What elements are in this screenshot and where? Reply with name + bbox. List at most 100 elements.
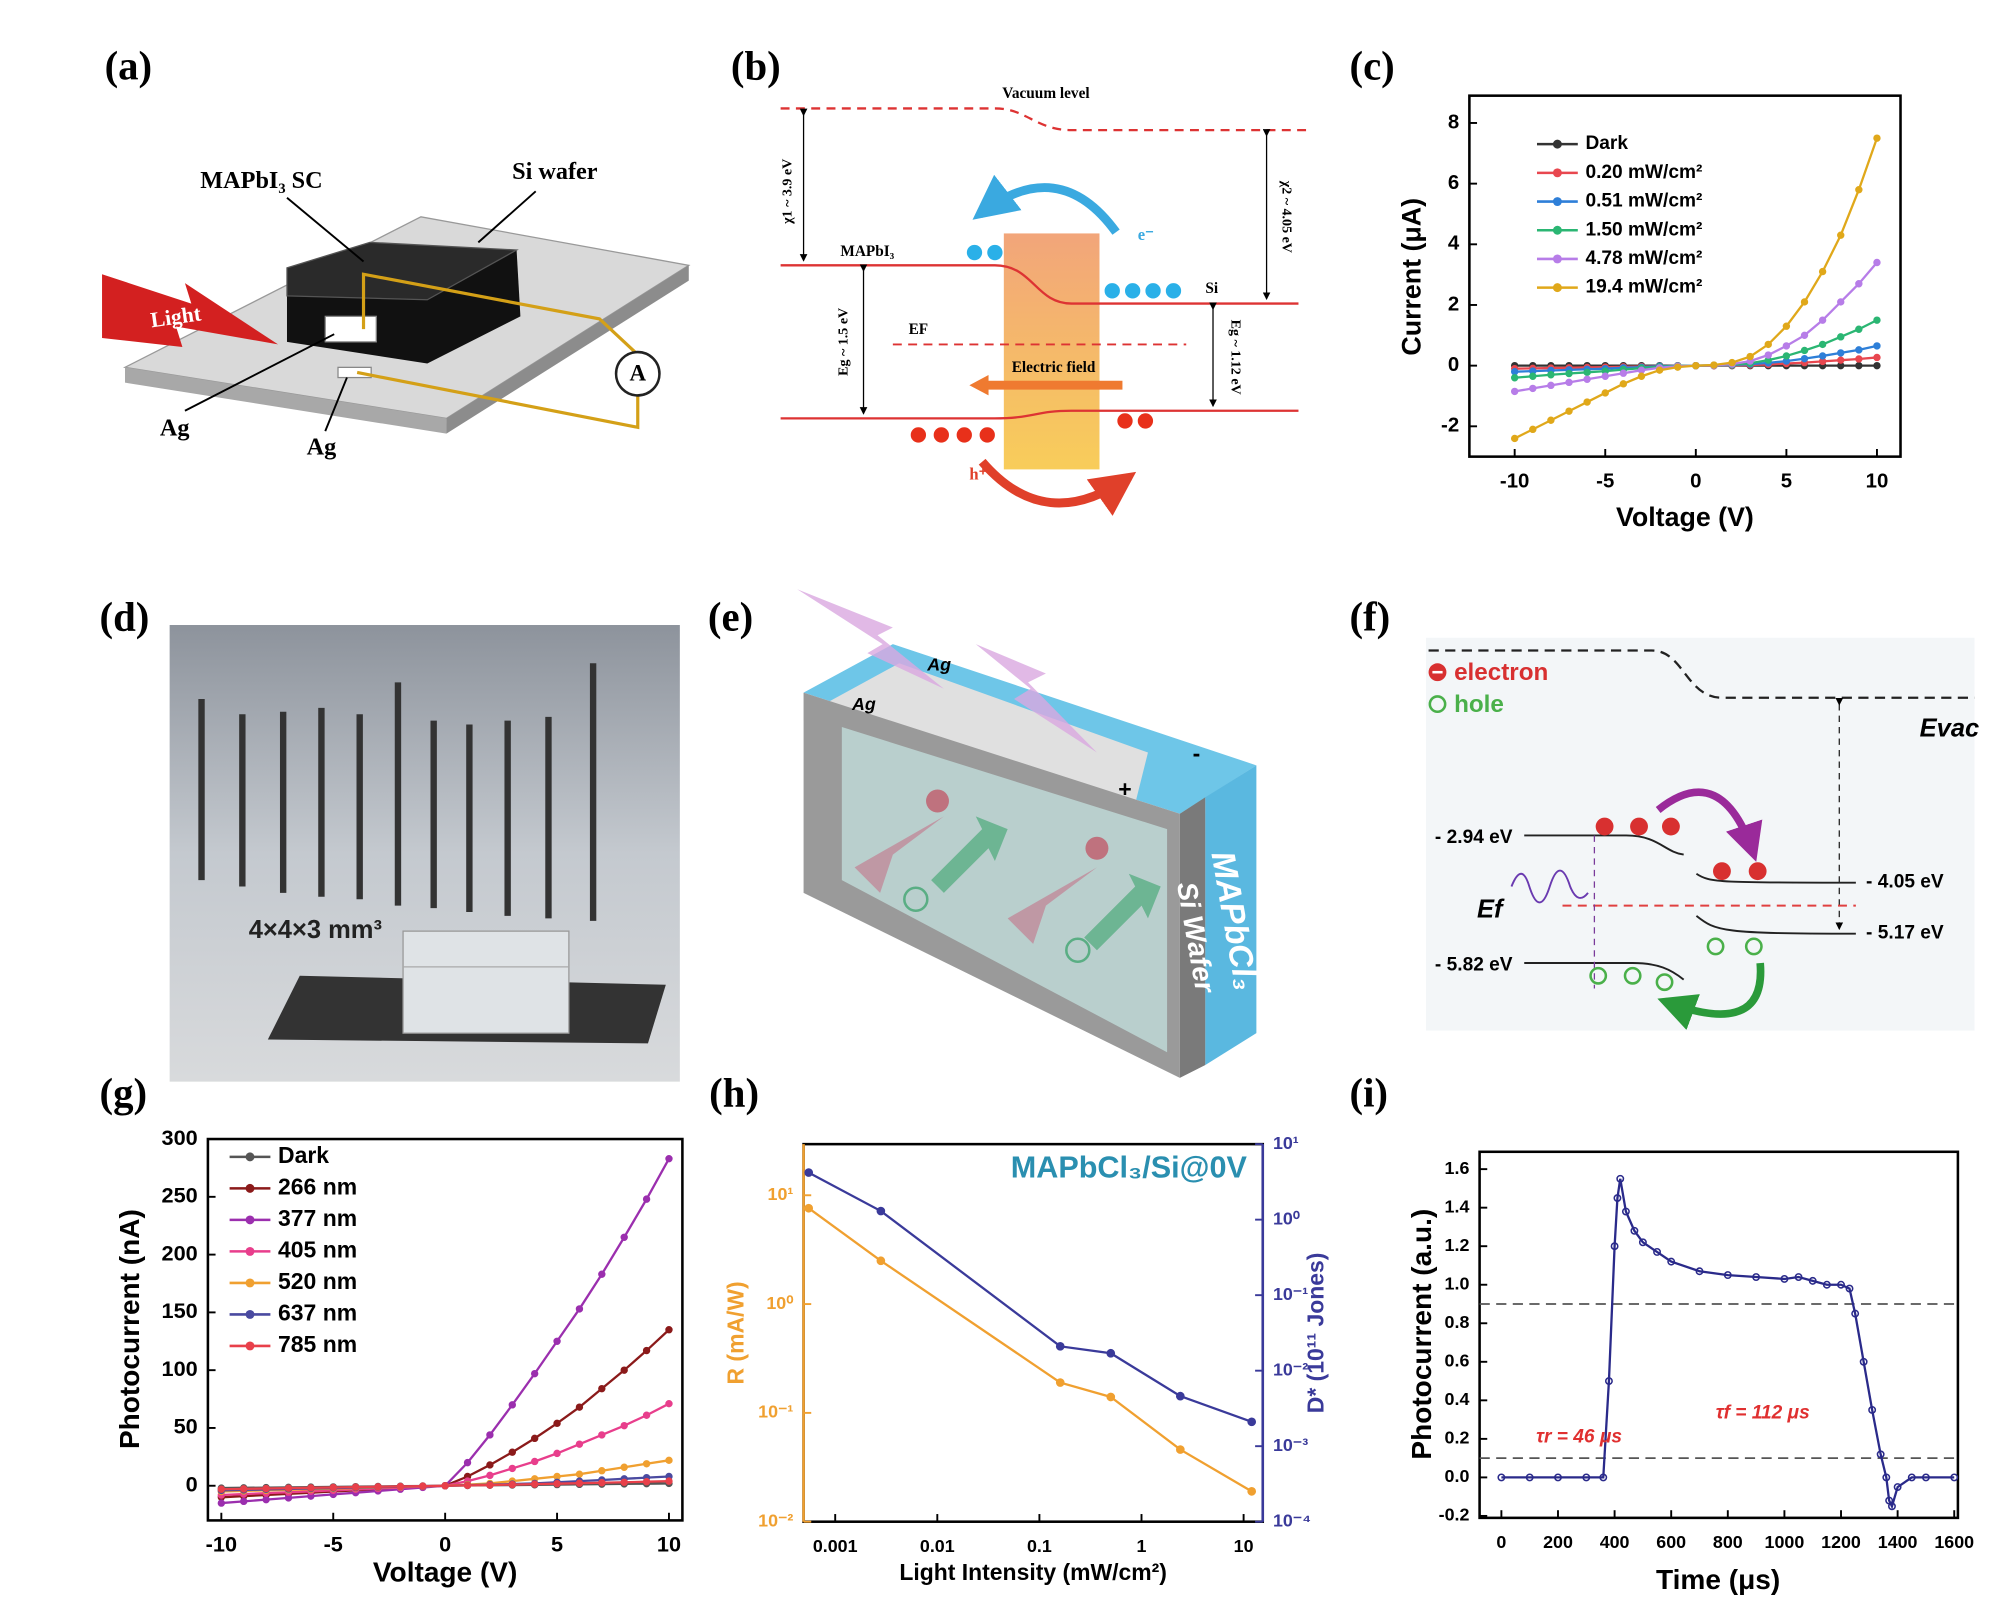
data-point: [1637, 366, 1646, 374]
data-point: [665, 1154, 673, 1163]
y-tick-label: 8: [1448, 111, 1459, 133]
data-point: [1882, 1473, 1891, 1482]
data-point: [1868, 1406, 1877, 1414]
hole-arrow: [978, 458, 1137, 516]
annotation: τf = 112 μs: [1716, 1402, 1810, 1423]
material-label: Si: [1205, 280, 1219, 297]
data-point: [620, 1478, 628, 1486]
data-point: [1873, 316, 1881, 324]
data-point: [1175, 1445, 1185, 1454]
y-tick-label: -0.2: [1439, 1505, 1470, 1525]
legend-marker: [245, 1341, 255, 1351]
y2-tick-label: 10⁻⁴: [1273, 1510, 1311, 1530]
wafer-side: [446, 265, 689, 434]
y-tick-label: 4: [1448, 233, 1460, 255]
ruler: [198, 663, 597, 921]
data-point: [1794, 1273, 1803, 1281]
y-tick-label: 0.2: [1445, 1428, 1470, 1448]
data-point: [1800, 354, 1809, 363]
data-point: [1728, 358, 1736, 367]
legend-marker: [245, 1246, 255, 1256]
data-point: [1601, 372, 1609, 380]
data-point: [553, 1419, 561, 1428]
plot-frame: [1478, 1150, 1960, 1520]
y-tick-label: 1.0: [1445, 1273, 1470, 1293]
data-point: [1822, 1280, 1831, 1289]
field-label: Electric field: [1012, 359, 1096, 376]
panel-label: (i): [1349, 1070, 1388, 1115]
panel-label: (h): [709, 1070, 759, 1115]
electrode: [324, 315, 377, 343]
data-point: [1855, 186, 1863, 194]
data-point: [1601, 389, 1609, 397]
data-point: [1638, 1238, 1647, 1247]
x-tick-label: 1600: [1934, 1532, 1974, 1552]
panel-label: (e): [708, 595, 753, 640]
x-tick-label: 0: [1496, 1532, 1506, 1552]
data-point: [1873, 258, 1881, 267]
data-point: [665, 1326, 673, 1334]
data-point: [1582, 1473, 1591, 1482]
x-axis-label: Voltage (V): [1616, 502, 1754, 532]
panel-d: (d) 4×4×3 mm³: [99, 595, 680, 1082]
data-point: [1818, 316, 1827, 324]
x-tick-label: 600: [1656, 1532, 1686, 1552]
panel-a: (a) A Light MAPbI₃ SC Si wafer Ag Ag: [102, 44, 691, 461]
arrow: [854, 816, 944, 893]
electrode-label: Ag: [307, 434, 337, 461]
legend-label: 520 nm: [278, 1268, 357, 1294]
hole-icon: [1428, 695, 1447, 714]
y-tick-label: 1.2: [1445, 1235, 1470, 1255]
junction: [1003, 233, 1100, 470]
data-point: [1950, 1473, 1959, 1482]
legend-marker: [1552, 254, 1562, 264]
data-point: [876, 1206, 886, 1216]
data-point: [463, 1458, 472, 1467]
data-point: [1723, 1271, 1732, 1280]
y-tick-label: 1.6: [1445, 1158, 1470, 1178]
data-point: [1855, 361, 1863, 370]
x-tick-label: 800: [1713, 1532, 1743, 1552]
data-point: [1565, 369, 1573, 378]
data-point: [1921, 1473, 1930, 1482]
x-tick-label: 0.1: [1027, 1536, 1052, 1556]
y-axis-label: Photocurrent (a.u.): [1406, 1209, 1437, 1460]
data-point: [1855, 325, 1863, 333]
data-point: [1613, 1194, 1622, 1202]
legend-marker: [1552, 283, 1562, 293]
data-point: [1782, 322, 1791, 330]
x-axis-label: Time (μs): [1656, 1564, 1780, 1595]
wire: [356, 370, 640, 430]
data-point: [1746, 352, 1754, 361]
series-line: [1501, 1178, 1955, 1510]
y-tick-label: 10⁻²: [758, 1510, 793, 1530]
data-point: [1621, 1207, 1630, 1216]
panel-e: (e) Ag Ag + - Si Wafer MAPbCl₃: [708, 589, 1264, 1078]
y-tick-label: 50: [174, 1414, 198, 1439]
data-point: [1873, 134, 1881, 142]
data-point: [530, 1434, 539, 1443]
electrons: [1595, 817, 1767, 881]
panel-label: (a): [105, 44, 153, 89]
y-tick-label: 0.8: [1445, 1312, 1470, 1332]
data-point: [1619, 380, 1628, 388]
wire: [361, 272, 639, 356]
fermi-label: Ef: [1477, 895, 1505, 923]
electrons: [966, 244, 1182, 299]
y-tick-label: 6: [1448, 172, 1459, 194]
x-tick-label: 5: [1781, 471, 1792, 493]
hole-label: h⁺: [969, 465, 987, 484]
data-point: [553, 1479, 561, 1488]
holes: [1589, 937, 1763, 992]
legend-marker: [1552, 225, 1562, 235]
data-point: [876, 1256, 886, 1266]
legend-marker: [245, 1215, 255, 1225]
x-tick-label: -5: [1596, 471, 1614, 493]
data-point: [1583, 368, 1591, 377]
data-point: [1837, 1280, 1845, 1289]
electrode: [829, 663, 1148, 804]
crystal: [841, 727, 1168, 1053]
x-tick-label: 10: [1234, 1536, 1254, 1556]
hole-arrow: [1657, 962, 1765, 1030]
level-label: - 5.82 eV: [1435, 955, 1513, 976]
